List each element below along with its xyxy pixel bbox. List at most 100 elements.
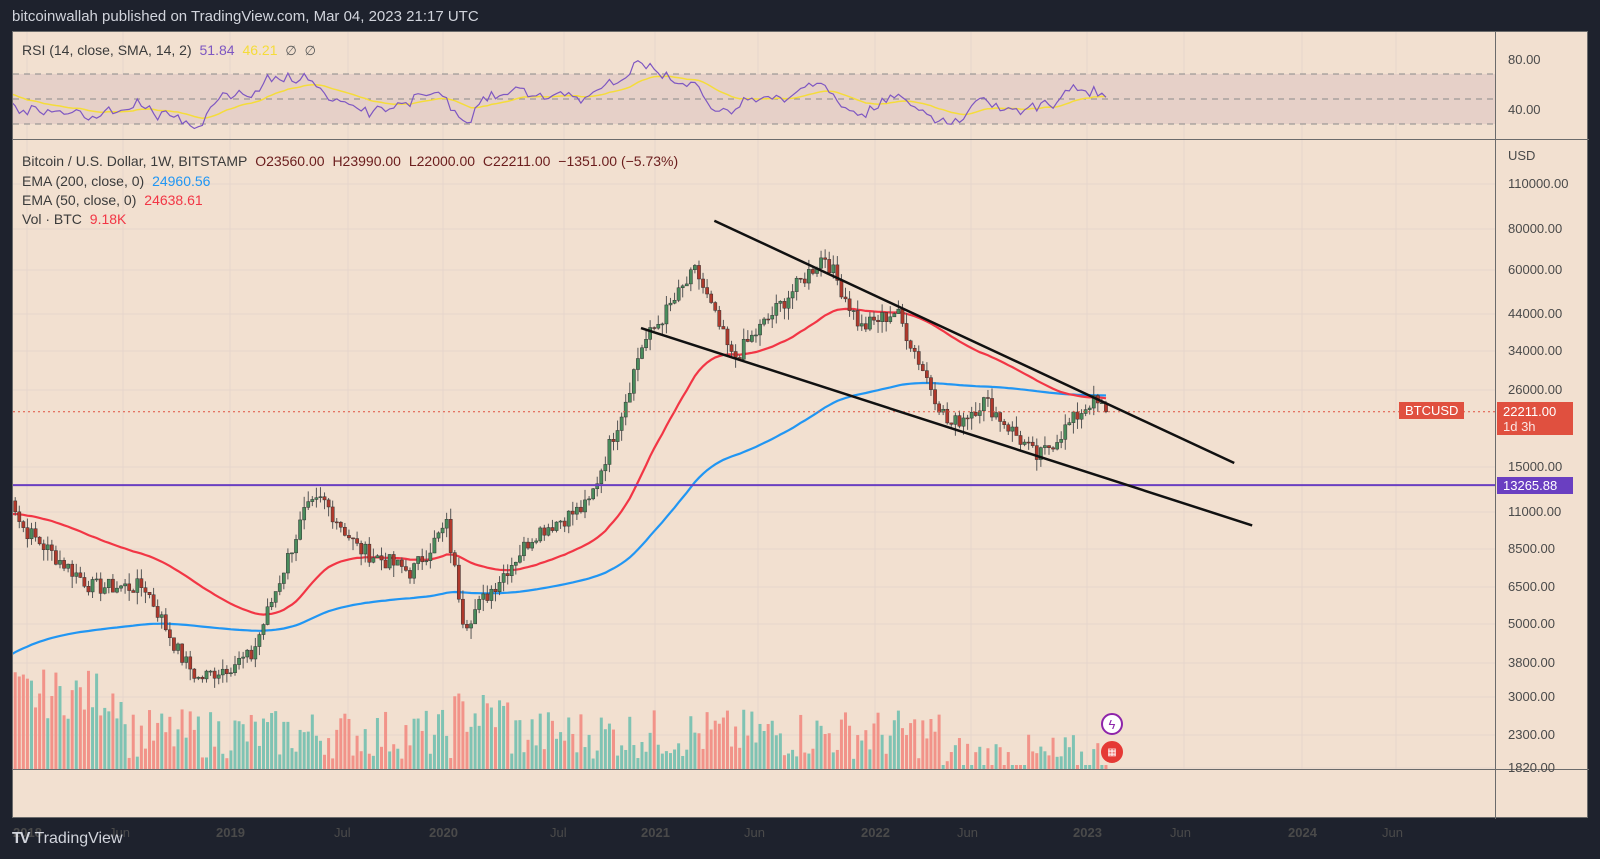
candle-body [509, 565, 514, 576]
tradingview-brand[interactable]: TradingView [34, 830, 123, 847]
volume-bar [294, 751, 298, 769]
volume-bar [46, 718, 50, 769]
candle-body [933, 389, 937, 405]
candle-body [640, 347, 644, 359]
candle-body [102, 587, 107, 594]
price-axis-label: 11000.00 [1508, 504, 1562, 519]
volume-bar [392, 744, 396, 769]
candle-body [823, 257, 827, 260]
volume-bar [852, 758, 856, 769]
ema50-legend[interactable]: EMA (50, close, 0) 24638.61 [22, 192, 207, 208]
volume-bar [375, 717, 379, 769]
price-axis-label: 3800.00 [1508, 655, 1555, 670]
candle-body [302, 507, 307, 521]
volume-bar [441, 709, 445, 769]
candle-body [485, 593, 490, 601]
split-event-icon[interactable]: ϟ [1101, 713, 1123, 735]
tradingview-logo-icon[interactable]: TV [12, 830, 31, 847]
volume-bar [815, 720, 819, 769]
low-value: L22000.00 [408, 153, 476, 169]
rsi-legend[interactable]: RSI (14, close, SMA, 14, 2) 51.84 46.21 … [22, 42, 320, 59]
candle-body [49, 544, 54, 551]
candle-body [54, 550, 58, 565]
ema200-legend[interactable]: EMA (200, close, 0) 24960.56 [22, 173, 214, 189]
volume-bar [660, 753, 664, 769]
candle-body [762, 318, 766, 325]
volume-legend[interactable]: Vol · BTC 9.18K [22, 211, 130, 227]
candle-body [477, 599, 482, 610]
volume-bar [925, 738, 929, 769]
candle-body [436, 532, 441, 539]
volume-bar [709, 729, 713, 769]
candle-body [986, 397, 990, 399]
volume-bar [241, 724, 245, 769]
bar-countdown: 1d 3h [1503, 419, 1536, 434]
volume-bar [103, 707, 107, 769]
candle-body [668, 302, 673, 306]
candle-body [139, 578, 144, 588]
candle-body [798, 277, 803, 280]
time-axis-label: Jun [1382, 825, 1403, 840]
volume-bar [697, 733, 701, 769]
candle-body [428, 552, 433, 561]
candle-body [542, 527, 547, 536]
volume-bar [160, 713, 164, 769]
volume-bar [498, 700, 502, 769]
volume-bar [331, 758, 335, 769]
candle-body [497, 582, 502, 592]
candle-body [880, 312, 884, 322]
candle-body [920, 364, 925, 371]
volume-bar [636, 758, 640, 769]
rsi-panel-separator[interactable] [13, 139, 1589, 140]
candle-body [750, 334, 754, 342]
time-axis-label: 2018 [13, 825, 42, 840]
candle-body [343, 526, 347, 536]
symbol-legend[interactable]: Bitcoin / U.S. Dollar, 1W, BITSTAMP O235… [22, 153, 682, 169]
volume-bar [205, 757, 208, 769]
volume-bar [599, 717, 603, 769]
candle-body [807, 269, 811, 284]
volume-bar [290, 748, 294, 769]
candle-body [155, 606, 160, 618]
volume-bar [721, 717, 725, 769]
candle-body [835, 264, 840, 281]
candle-body [78, 572, 83, 578]
volume-bar [905, 735, 909, 769]
candle-body [1034, 445, 1039, 460]
candle-body [522, 541, 526, 557]
time-axis-label: 2023 [1073, 825, 1102, 840]
volume-bar [628, 716, 632, 769]
candle-body [949, 422, 954, 425]
candle-body [180, 643, 184, 663]
candle-body [233, 664, 237, 674]
candle-body [473, 609, 477, 625]
level-price-tag: 13265.88 [1497, 477, 1573, 494]
candle-body [998, 412, 1002, 422]
volume-bar [50, 696, 54, 769]
volume-bar [74, 680, 78, 769]
candle-body [391, 554, 396, 566]
candle-body [754, 334, 758, 337]
volume-bar [510, 753, 514, 769]
candle-body [452, 552, 457, 566]
candle-body [286, 553, 290, 574]
volume-bar [188, 711, 192, 769]
candle-body [351, 537, 355, 540]
volume-bar [380, 746, 384, 769]
candle-body [566, 510, 571, 527]
volume-bar [42, 669, 46, 769]
volume-bar [982, 765, 986, 769]
volume-bar [823, 734, 827, 769]
volume-bar [799, 714, 803, 769]
volume-bar [681, 755, 685, 769]
chart-canvas[interactable] [13, 32, 1589, 819]
volume-bar [953, 745, 957, 769]
us-economic-event-icon[interactable]: ▦ [1101, 741, 1123, 763]
candle-body [387, 554, 392, 569]
candle-body [1030, 441, 1035, 446]
volume-bar [200, 757, 204, 769]
candle-body [619, 416, 624, 431]
candle-body [1067, 422, 1072, 426]
currency-label: USD [1508, 148, 1536, 163]
candle-body [811, 269, 815, 274]
